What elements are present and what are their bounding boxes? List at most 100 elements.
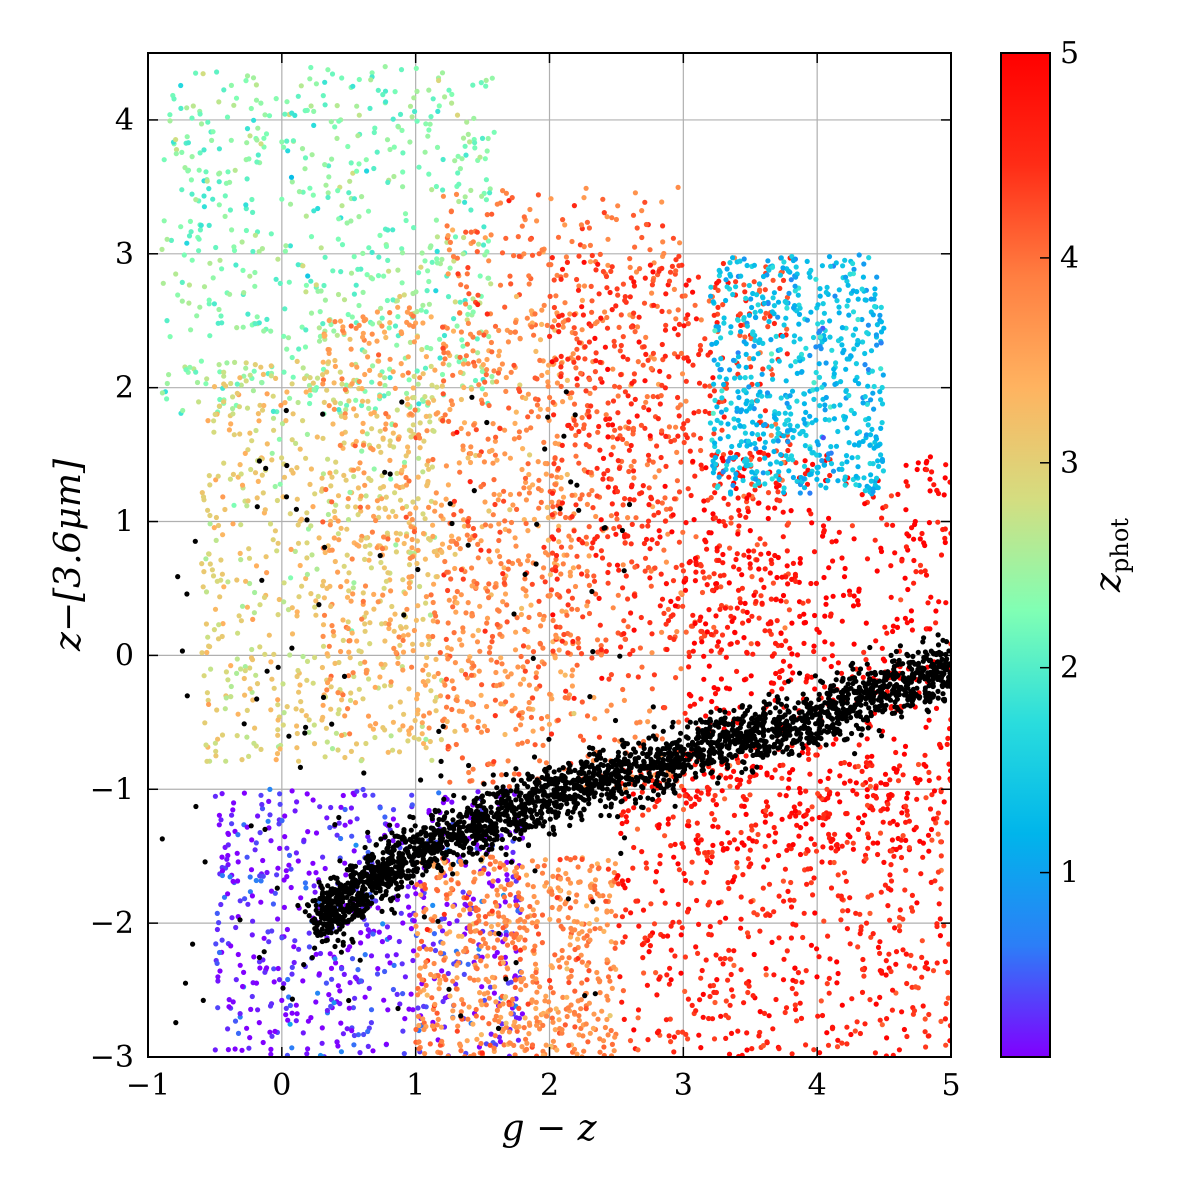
galaxy-point — [541, 661, 547, 667]
galaxy-point — [622, 297, 628, 304]
galaxy-point — [671, 351, 678, 357]
galaxy-point — [572, 442, 578, 448]
galaxy-point — [211, 301, 217, 307]
galaxy-point — [723, 407, 729, 413]
galaxy-point — [643, 399, 649, 405]
galaxy-point — [943, 600, 949, 606]
galaxy-point — [588, 403, 594, 409]
galaxy-point — [355, 485, 361, 491]
galaxy-point — [255, 411, 261, 417]
galaxy-point — [866, 485, 872, 491]
galaxy-point — [296, 689, 302, 695]
galaxy-point — [811, 648, 817, 655]
galaxy-point — [364, 431, 370, 437]
galaxy-point — [632, 396, 638, 402]
galaxy-point — [246, 753, 252, 760]
galaxy-point — [837, 799, 843, 805]
galaxy-point — [426, 725, 432, 731]
galaxy-point — [588, 323, 594, 329]
galaxy-point — [908, 608, 915, 614]
galaxy-point — [835, 660, 842, 666]
galaxy-point — [345, 143, 351, 150]
galaxy-point — [454, 112, 461, 118]
galaxy-point — [426, 466, 432, 472]
galaxy-point — [276, 596, 282, 603]
galaxy-point — [232, 359, 238, 365]
galaxy-point — [716, 278, 722, 284]
galaxy-point — [423, 121, 429, 127]
galaxy-point — [601, 210, 607, 216]
galaxy-point — [649, 650, 655, 656]
galaxy-point — [548, 196, 554, 202]
galaxy-point — [592, 369, 599, 375]
galaxy-point — [197, 150, 203, 156]
galaxy-point — [511, 436, 517, 442]
galaxy-point — [299, 146, 306, 152]
galaxy-point — [569, 492, 575, 498]
galaxy-point — [702, 336, 708, 342]
galaxy-point — [687, 703, 693, 709]
galaxy-point — [942, 475, 948, 481]
galaxy-point — [381, 273, 387, 279]
galaxy-point — [705, 791, 711, 797]
galaxy-point — [501, 488, 507, 494]
galaxy-point — [894, 616, 900, 622]
galaxy-point — [822, 639, 828, 645]
galaxy-point — [258, 141, 264, 147]
galaxy-point — [730, 455, 736, 461]
galaxy-point — [410, 648, 416, 654]
galaxy-point — [874, 322, 881, 328]
galaxy-point — [676, 253, 682, 259]
galaxy-point — [846, 392, 852, 399]
galaxy-point — [608, 672, 615, 678]
galaxy-point — [308, 466, 314, 472]
galaxy-point — [817, 403, 823, 409]
galaxy-point — [161, 157, 167, 163]
galaxy-point — [769, 309, 776, 315]
galaxy-point — [232, 1046, 238, 1052]
galaxy-point — [371, 606, 377, 612]
galaxy-point — [205, 119, 211, 125]
galaxy-point — [742, 387, 748, 393]
galaxy-point — [645, 452, 652, 458]
galaxy-point — [925, 832, 932, 838]
galaxy-point — [303, 282, 309, 288]
galaxy-point — [199, 650, 205, 656]
galaxy-point — [383, 578, 389, 584]
galaxy-point — [336, 216, 342, 222]
galaxy-point — [680, 529, 686, 535]
galaxy-point — [558, 276, 564, 282]
galaxy-point — [515, 234, 521, 240]
galaxy-point — [359, 448, 365, 454]
galaxy-point — [467, 139, 473, 145]
galaxy-point — [905, 586, 911, 593]
galaxy-point — [561, 631, 567, 638]
galaxy-point — [443, 704, 450, 710]
galaxy-point — [383, 99, 389, 105]
galaxy-point — [338, 1049, 344, 1055]
galaxy-point — [833, 736, 839, 742]
galaxy-point — [554, 433, 560, 439]
galaxy-point — [523, 593, 529, 599]
galaxy-point — [802, 420, 808, 426]
galaxy-point — [814, 464, 820, 471]
galaxy-point — [679, 783, 685, 789]
galaxy-point — [679, 562, 685, 568]
galaxy-point — [359, 194, 365, 200]
galaxy-point — [215, 974, 221, 980]
galaxy-point — [632, 329, 638, 335]
galaxy-point — [627, 294, 633, 300]
galaxy-point — [818, 482, 824, 488]
galaxy-point — [405, 449, 412, 455]
galaxy-point — [274, 497, 280, 504]
galaxy-point — [804, 481, 811, 487]
galaxy-point — [345, 706, 351, 712]
galaxy-point — [480, 362, 486, 368]
galaxy-point — [331, 508, 338, 514]
galaxy-point — [281, 599, 287, 605]
galaxy-point — [605, 569, 611, 576]
galaxy-point — [235, 711, 241, 717]
galaxy-point — [526, 682, 533, 688]
galaxy-point — [383, 334, 389, 341]
galaxy-point — [433, 613, 439, 619]
